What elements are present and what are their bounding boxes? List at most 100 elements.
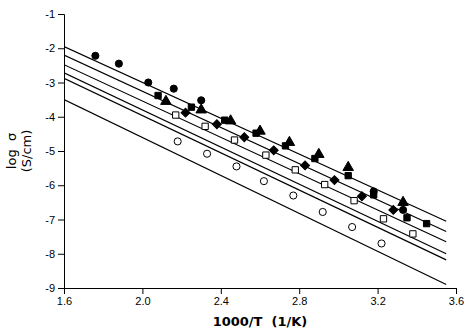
- x-tick: 2.0: [135, 288, 150, 307]
- y-tick-mark: [58, 151, 64, 152]
- y-tick: -9: [45, 282, 64, 294]
- point: [290, 192, 297, 199]
- y-axis-line: [58, 15, 65, 289]
- point: [404, 215, 410, 221]
- x-tick: 2.4: [214, 288, 229, 307]
- y-tick: -6: [45, 179, 64, 191]
- x-tick-mark: [299, 288, 300, 294]
- point-series: [174, 138, 385, 247]
- y-tick-mark: [58, 220, 64, 221]
- point: [330, 176, 339, 185]
- y-tick-label: -3: [45, 77, 55, 89]
- point: [92, 52, 99, 59]
- point: [423, 220, 429, 226]
- point: [351, 198, 357, 204]
- point: [173, 112, 179, 118]
- point: [263, 152, 269, 158]
- x-tick-mark: [142, 288, 143, 294]
- x-tick-label: 3.6: [449, 295, 464, 307]
- x-tick: 1.6: [57, 288, 72, 307]
- point: [231, 137, 237, 143]
- fit-line: [64, 100, 446, 285]
- y-tick-mark: [58, 288, 64, 289]
- point-series: [181, 108, 398, 214]
- y-axis-title: log σ(S/cm): [4, 130, 34, 173]
- y-axis-title-line: log σ: [4, 133, 19, 169]
- y-tick-label: -8: [45, 248, 55, 260]
- x-axis-line: [65, 289, 457, 295]
- point: [170, 85, 177, 92]
- point: [410, 231, 416, 237]
- point: [181, 108, 190, 117]
- y-axis: -9 -8 -7 -6 -5 -4 -3 -2 -1: [45, 8, 64, 294]
- point: [253, 130, 259, 136]
- point: [222, 117, 228, 123]
- y-tick: -1: [45, 8, 64, 20]
- x-axis-title: 1000/T (1/K): [213, 314, 308, 329]
- y-tick: -3: [45, 77, 64, 89]
- fit-line: [64, 73, 446, 254]
- point: [212, 120, 221, 129]
- x-tick-label: 3.2: [370, 295, 385, 307]
- point: [322, 181, 328, 187]
- point: [371, 192, 377, 198]
- point: [312, 155, 318, 161]
- point: [282, 143, 288, 149]
- point: [378, 240, 385, 247]
- y-tick-mark: [58, 185, 64, 186]
- y-tick-label: -2: [45, 42, 55, 54]
- point: [349, 223, 356, 230]
- point: [301, 161, 310, 170]
- y-tick: -7: [45, 214, 64, 226]
- y-tick-label: -5: [45, 145, 55, 157]
- y-tick-mark: [58, 83, 64, 84]
- point: [345, 172, 351, 178]
- x-tick: 3.2: [370, 288, 385, 307]
- x-axis: 1.6 2.0 2.4 2.8 3.2 3.6: [57, 288, 464, 307]
- x-tick-label: 2.0: [135, 295, 150, 307]
- point-series: [161, 95, 409, 205]
- y-tick-mark: [58, 117, 64, 118]
- point: [380, 216, 386, 222]
- point: [155, 92, 161, 98]
- y-tick-mark: [58, 48, 64, 49]
- point: [145, 79, 152, 86]
- fit-line: [64, 78, 446, 260]
- plot: 1.6 2.0 2.4 2.8 3.2 3.6 -9 -8 -7 -6 -5 -4 -3 -2 -1: [45, 8, 464, 307]
- x-tick-label: 1.6: [57, 295, 72, 307]
- point: [389, 205, 398, 214]
- y-tick: -5: [45, 145, 64, 157]
- x-tick-mark: [221, 288, 222, 294]
- point: [233, 163, 240, 170]
- point: [202, 123, 208, 129]
- point: [357, 192, 366, 201]
- y-tick-mark: [58, 14, 64, 15]
- x-tick-mark: [456, 288, 457, 294]
- point: [161, 95, 172, 104]
- point: [240, 133, 249, 142]
- y-tick-label: -6: [45, 179, 55, 191]
- y-tick-label: -1: [45, 8, 55, 20]
- chart: 1.6 2.0 2.4 2.8 3.2 3.6 -9 -8 -7 -6 -5 -4 -3 -2 -1 1000…: [0, 0, 474, 334]
- x-tick-label: 2.4: [214, 295, 229, 307]
- point: [198, 97, 205, 104]
- y-tick: -4: [45, 111, 64, 123]
- x-tick-mark: [378, 288, 379, 294]
- fit-line: [64, 47, 446, 222]
- y-tick-label: -7: [45, 214, 55, 226]
- point: [174, 138, 181, 145]
- point: [319, 208, 326, 215]
- point-series: [155, 92, 430, 226]
- fit-line: [64, 55, 446, 231]
- x-tick-label: 2.8: [292, 295, 307, 307]
- y-axis-title-line: (S/cm): [19, 130, 34, 173]
- point: [260, 178, 267, 185]
- x-tick: 2.8: [292, 288, 307, 307]
- point: [188, 104, 194, 110]
- x-tick: 3.6: [449, 288, 464, 307]
- point: [343, 161, 354, 170]
- point: [398, 196, 409, 205]
- point: [269, 146, 278, 155]
- point: [292, 167, 298, 173]
- y-tick: -2: [45, 42, 64, 54]
